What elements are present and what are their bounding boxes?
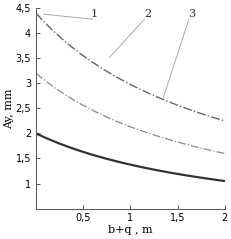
- X-axis label: b+q , m: b+q , m: [108, 225, 152, 235]
- Text: 3: 3: [187, 9, 195, 19]
- Y-axis label: Ay, mm: Ay, mm: [4, 88, 14, 129]
- Text: 1: 1: [91, 9, 98, 19]
- Text: 2: 2: [143, 9, 150, 19]
